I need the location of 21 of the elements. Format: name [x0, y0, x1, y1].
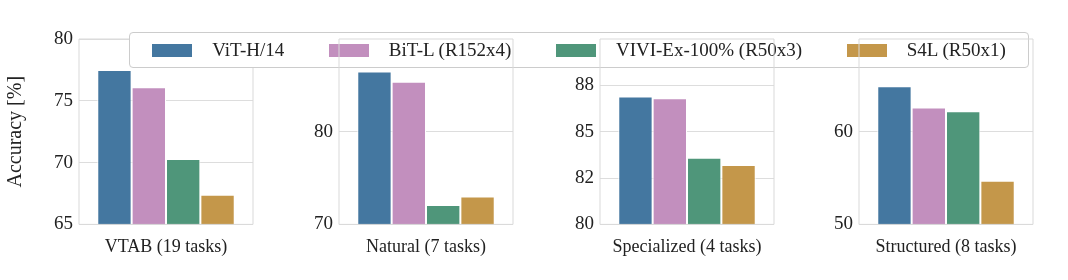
legend-label: S4L (R50x1)	[906, 39, 1006, 61]
y-tick-label: 60	[834, 119, 853, 141]
y-tick-label: 80	[54, 26, 73, 48]
y-tick-label: 88	[575, 73, 594, 95]
y-tick-label: 70	[54, 150, 73, 172]
y-tick-label: 65	[54, 212, 73, 234]
y-tick-label: 85	[575, 119, 594, 141]
legend-label: VIVI-Ex-100% (R50x3)	[615, 39, 803, 61]
y-tick-label: 82	[575, 166, 594, 188]
y-tick-label: 70	[314, 212, 333, 234]
y-tick-label: 50	[834, 212, 853, 234]
y-tick-label: 80	[575, 212, 594, 234]
legend-label: BiT-L (R152x4)	[388, 39, 512, 61]
x-tick-label: Specialized (4 tasks)	[612, 235, 762, 257]
y-axis-title: Accuracy [%]	[3, 75, 27, 188]
y-tick-label: 80	[314, 119, 333, 141]
legend-label: ViT-H/14	[212, 39, 285, 61]
x-tick-label: Structured (8 tasks)	[875, 235, 1017, 257]
x-tick-label: Natural (7 tasks)	[366, 235, 486, 257]
y-tick-label: 75	[54, 88, 73, 110]
x-tick-label: VTAB (19 tasks)	[104, 235, 228, 257]
